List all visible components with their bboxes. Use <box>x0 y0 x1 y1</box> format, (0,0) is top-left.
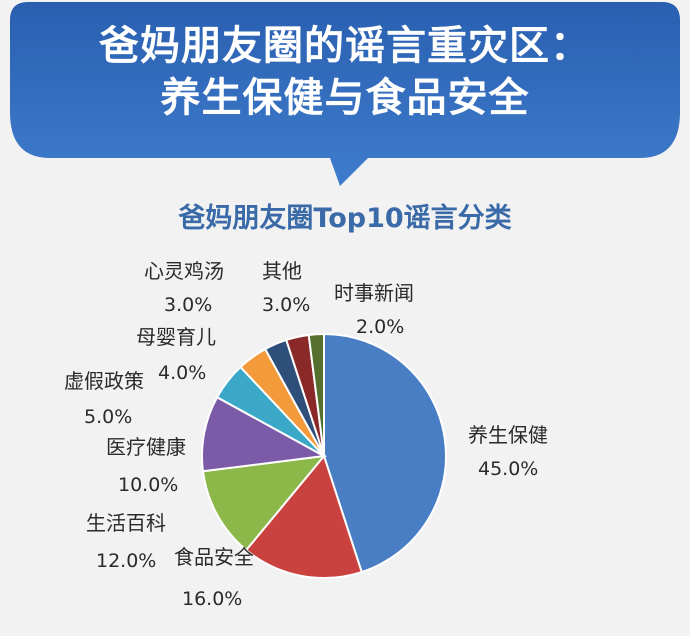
pie-slice-3 <box>201 395 328 473</box>
slice-label-xujia: 虚假政策 <box>64 369 144 393</box>
slice-label-yangsheng: 养生保健 <box>468 423 548 447</box>
pie-slice-8 <box>307 332 325 457</box>
title-line-1: 爸妈朋友圈的谣言重灾区： <box>99 23 591 69</box>
slice-label-xinling: 心灵鸡汤 <box>144 259 224 283</box>
slice-value-shenghuo: 12.0% <box>96 550 157 572</box>
slice-value-xujia: 5.0% <box>84 406 133 428</box>
slice-value-shipin: 16.0% <box>182 588 243 610</box>
slice-value-yangsheng: 45.0% <box>478 458 539 480</box>
header-banner <box>10 2 680 186</box>
pie-slice-1 <box>244 453 363 579</box>
slice-value-muying: 4.0% <box>158 362 207 384</box>
slice-label-yiliao: 医疗健康 <box>106 435 186 459</box>
pie-slice-2 <box>201 454 327 552</box>
title-line-2: 养生保健与食品安全 <box>160 75 530 121</box>
slice-value-yiliao: 10.0% <box>118 474 179 496</box>
slice-label-qita: 其他 <box>262 259 302 283</box>
slice-label-shipin: 食品安全 <box>174 545 254 569</box>
slice-label-shishi: 时事新闻 <box>334 281 414 305</box>
slice-value-qita: 3.0% <box>262 294 311 316</box>
slice-value-xinling: 3.0% <box>164 294 213 316</box>
slice-value-shishi: 2.0% <box>356 316 405 338</box>
slice-label-muying: 母婴育儿 <box>136 325 216 349</box>
page-title: 爸妈朋友圈的谣言重灾区： 养生保健与食品安全 <box>40 20 650 124</box>
banner-bubble <box>10 2 680 186</box>
pie-slice-0 <box>323 332 447 574</box>
chart-title: 爸妈朋友圈Top10谣言分类 <box>178 203 512 234</box>
slice-label-shenghuo: 生活百科 <box>86 511 166 535</box>
